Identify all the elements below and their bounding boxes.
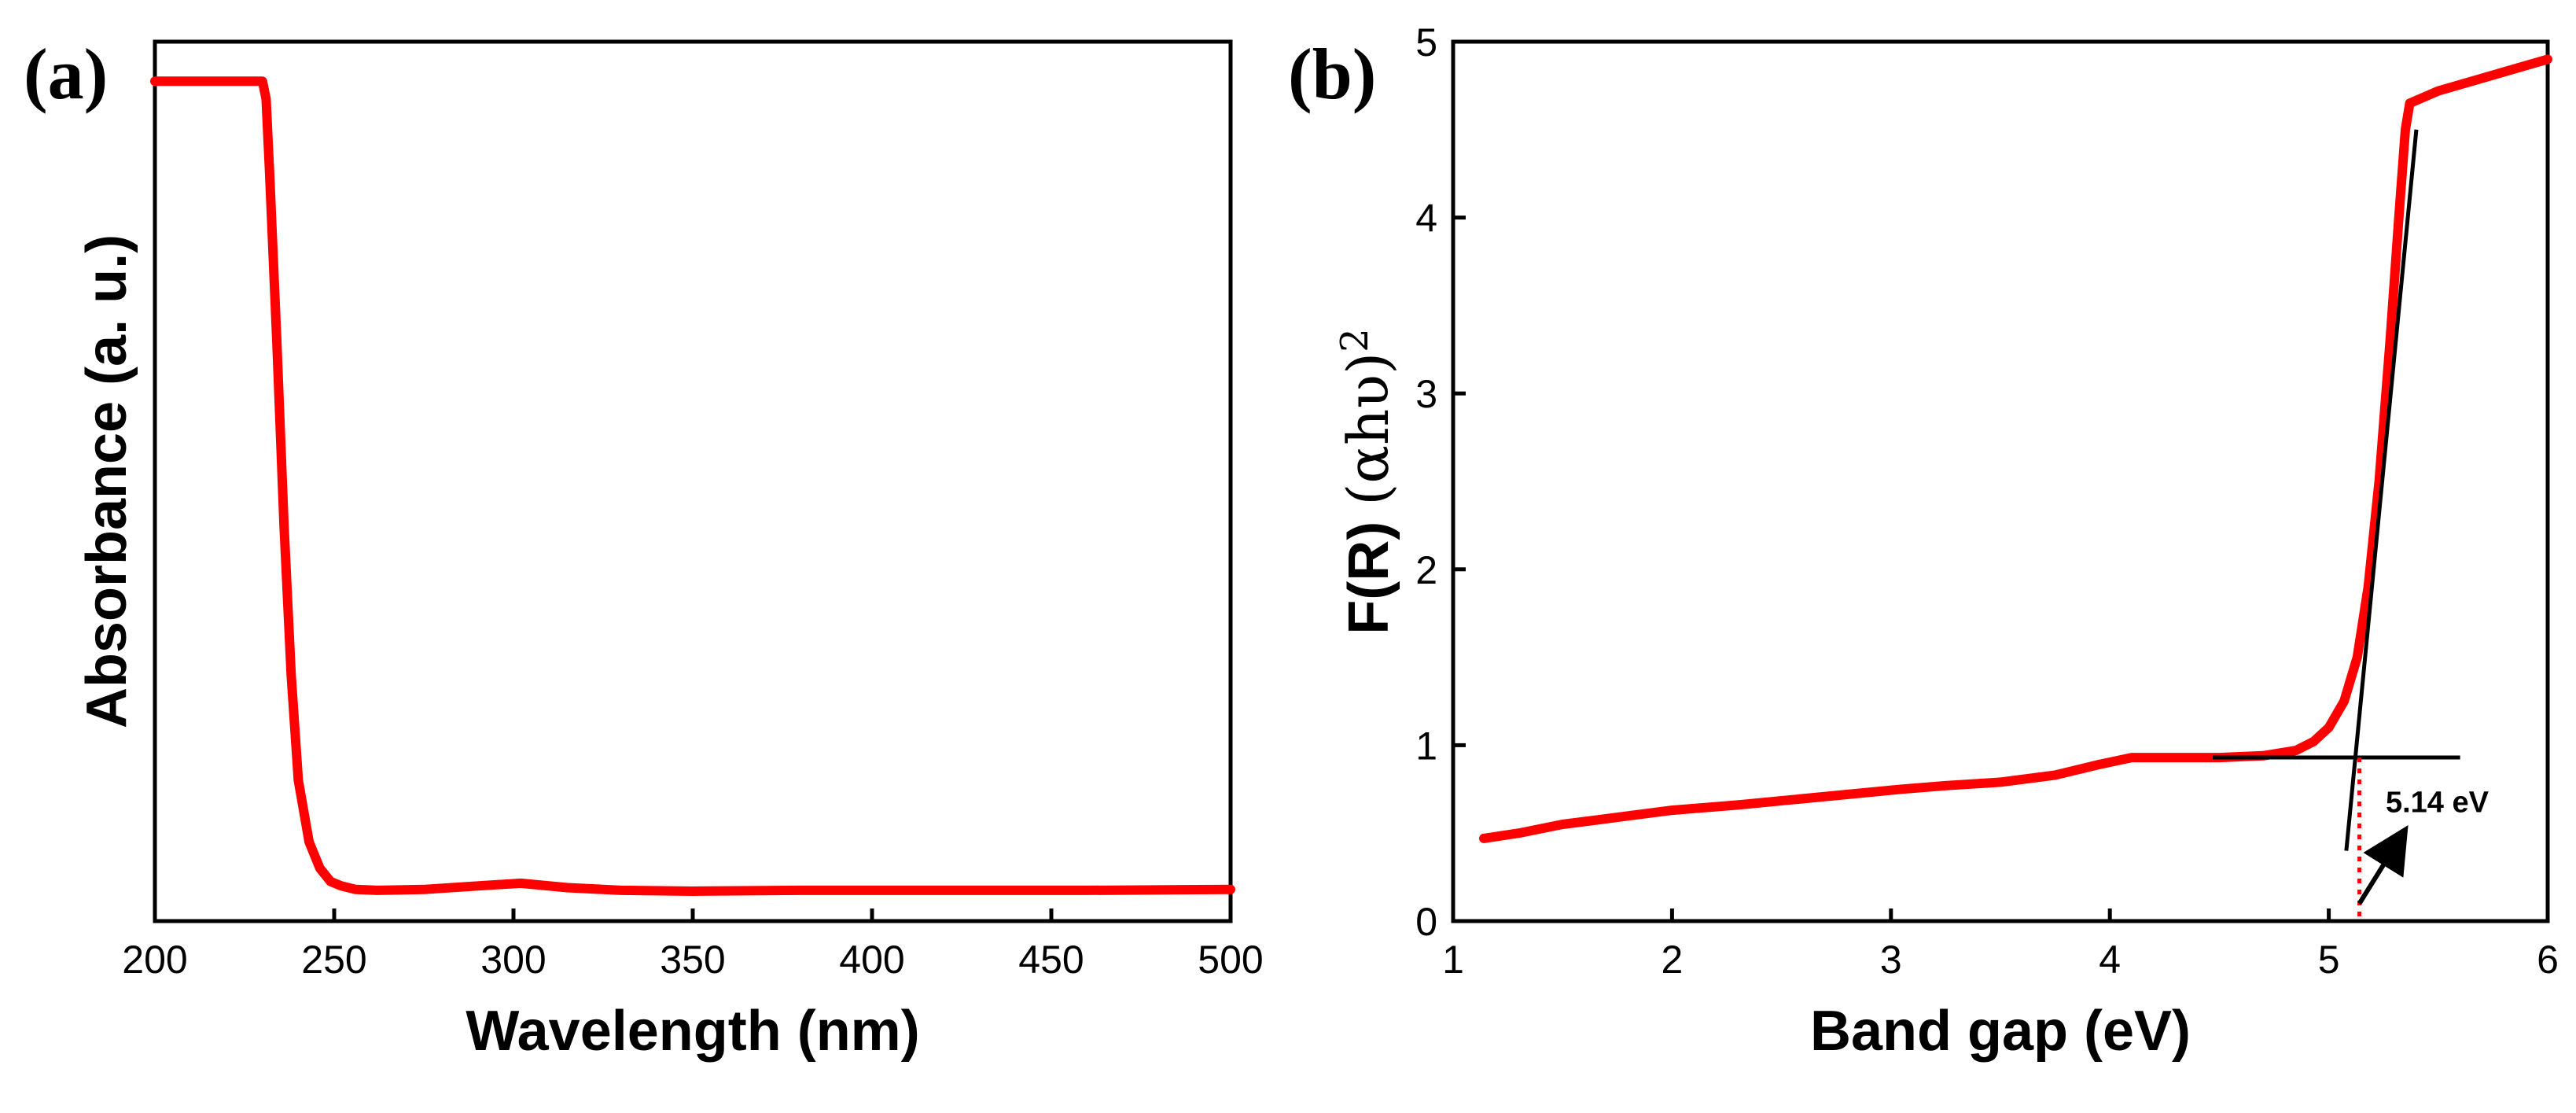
panel-b-y-axis-title-main: F(R)	[1338, 506, 1400, 635]
panel-a-x-axis-title: Wavelength (nm)	[466, 1000, 919, 1063]
panel-a-label: (a)	[24, 34, 108, 114]
panel-b-y-tick-label: 1	[1415, 724, 1437, 768]
panel-b-y-tick-label: 0	[1415, 900, 1437, 944]
panel-a-y-axis-title: Absorbance (a. u.)	[75, 234, 138, 728]
panel-a: (a) 200 250 300 350 400 450 500 Wavelength (nm…	[24, 34, 1264, 1063]
panel-b-x-tick-label: 1	[1442, 938, 1464, 982]
panel-b-y-axis-title-greek: (αhυ)	[1335, 352, 1401, 506]
panel-a-x-ticks: 200 250 300 350 400 450 500	[122, 908, 1264, 982]
panel-b-kubelka-munk-line	[1479, 54, 2552, 843]
panel-a-x-tick-label: 300	[480, 938, 546, 982]
panel-b-tangent-fit	[2344, 129, 2419, 851]
panel-a-x-tick-label: 400	[839, 938, 904, 982]
panel-b-x-axis-title: Band gap (eV)	[1810, 1000, 2191, 1063]
panel-b-plot-frame	[1451, 39, 2550, 923]
panel-b-y-tick-label: 4	[1415, 197, 1437, 241]
panel-b-y-tick-label: 5	[1415, 20, 1437, 64]
panel-b-x-ticks: 1 2 3 4 5 6	[1442, 908, 2559, 982]
panel-b-label: (b)	[1288, 34, 1376, 114]
panel-a-x-tick-label: 500	[1198, 938, 1263, 982]
panel-a-x-tick-label: 450	[1018, 938, 1084, 982]
panel-b-band-gap-label: 5.14 eV	[2386, 786, 2490, 819]
panel-b-x-tick-label: 4	[2099, 938, 2121, 982]
panel-a-absorbance-line	[150, 76, 1235, 896]
panel-b-x-tick-label: 2	[1661, 938, 1683, 982]
panel-b-y-ticks: 0 1 2 3 4 5	[1415, 20, 1466, 944]
panel-b-x-tick-label: 5	[2318, 938, 2340, 982]
panel-b-y-axis-title: F(R) (αhυ)2	[1333, 328, 1401, 634]
panel-b-y-axis-title-superscript: 2	[1333, 328, 1377, 352]
panel-a-x-tick-label: 200	[122, 938, 187, 982]
panel-b-annotation-arrow	[2357, 825, 2409, 905]
panel-b-y-tick-label: 2	[1415, 548, 1437, 592]
panel-b-x-tick-label: 3	[1880, 938, 1902, 982]
panel-b-x-tick-label: 6	[2537, 938, 2559, 982]
panel-a-plot-frame	[153, 39, 1233, 923]
panel-b-y-tick-label: 3	[1415, 372, 1437, 416]
panel-a-x-tick-label: 350	[660, 938, 725, 982]
panel-a-x-tick-label: 250	[301, 938, 366, 982]
